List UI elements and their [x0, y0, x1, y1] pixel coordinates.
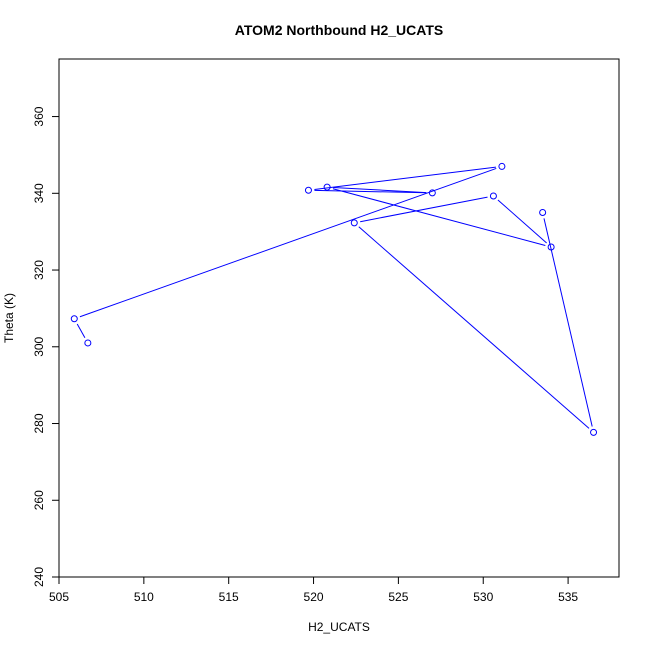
x-tick-label: 525	[388, 590, 408, 604]
data-point	[547, 243, 555, 251]
data-point	[428, 189, 436, 197]
y-tick-label: 320	[32, 260, 46, 280]
y-tick-label: 260	[32, 490, 46, 510]
x-axis-label: H2_UCATS	[308, 620, 370, 634]
series-line-segment	[314, 189, 427, 194]
series-line-segment	[332, 188, 546, 246]
plot-frame	[58, 58, 620, 578]
series-layer	[70, 162, 598, 436]
x-axis: 505 510 515 520 525 530 535	[49, 576, 578, 604]
y-tick-label: 300	[32, 336, 46, 356]
x-tick-label: 535	[558, 590, 578, 604]
x-tick-label: 515	[219, 590, 239, 604]
data-point	[323, 183, 331, 191]
data-point	[539, 208, 547, 216]
series-line-segment	[497, 199, 547, 244]
y-axis-label: Theta (K)	[2, 293, 16, 343]
data-point	[498, 162, 506, 170]
series-line-segment	[543, 218, 593, 427]
data-point	[84, 339, 92, 347]
data-point	[590, 428, 598, 436]
series-line-segment	[79, 167, 497, 318]
y-tick-label: 280	[32, 413, 46, 433]
x-tick-label: 510	[134, 590, 154, 604]
data-point	[489, 192, 497, 200]
data-point	[70, 315, 78, 323]
series-line-segment	[314, 166, 497, 190]
data-point	[350, 219, 358, 227]
y-tick-label: 360	[32, 106, 46, 126]
x-tick-label: 530	[473, 590, 493, 604]
data-point	[304, 186, 312, 194]
series-line-segment	[358, 226, 590, 429]
series-line-segment	[76, 323, 86, 338]
y-tick-label: 340	[32, 183, 46, 203]
chart-title: ATOM2 Northbound H2_UCATS	[235, 22, 443, 38]
x-tick-label: 520	[304, 590, 324, 604]
series-line-segment	[333, 186, 427, 194]
x-tick-label: 505	[49, 590, 69, 604]
y-tick-label: 240	[32, 567, 46, 587]
y-axis: 240 260 280 300 320 340 360	[32, 106, 60, 587]
series-line-segment	[360, 196, 488, 223]
